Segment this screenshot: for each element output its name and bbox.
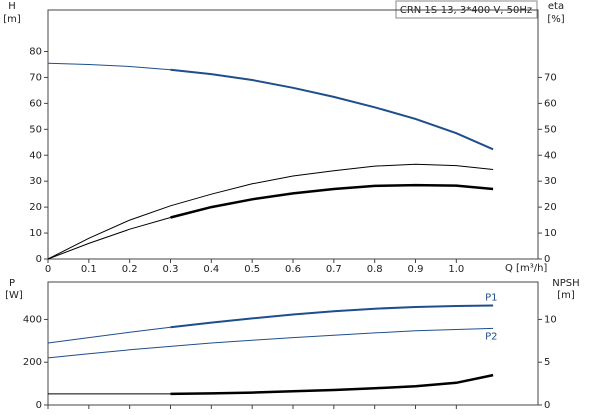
y-tick-label: 20 [29,202,42,213]
y-axis-unit: [W] [5,290,23,301]
curve [170,68,494,151]
y-tick-label: 40 [29,150,42,161]
y2-tick-label: 40 [544,150,557,161]
x-tick-label: 0.7 [326,264,342,275]
y2-axis-label: NPSH [552,278,579,289]
x-tick-label: 1.0 [448,264,464,275]
y-tick-label: 0 [36,254,42,265]
curve-label: P2 [485,331,497,342]
plot-frame [47,9,539,260]
curve [170,183,494,219]
plot-frame [47,281,539,406]
curve [47,327,494,359]
x-tick-label: 0.4 [203,264,219,275]
y-tick-label: 30 [29,176,42,187]
y2-axis-unit: [%] [547,14,564,25]
y-tick-label: 70 [29,72,42,83]
x-tick-label: 0.5 [244,264,260,275]
y2-axis-label: eta [548,1,564,12]
curve [170,373,494,396]
x-axis-label: Q [m³/h] [505,263,547,274]
y2-tick-label: 60 [544,98,557,109]
curve [170,304,494,329]
y2-tick-label: 20 [544,202,557,213]
curve-label: P1 [485,293,497,304]
y-tick-label: 80 [29,47,42,58]
y-tick-label: 10 [29,228,42,239]
y-tick-label: 400 [23,314,42,325]
y-axis-label: H [8,1,16,12]
x-tick-label: 0.1 [81,264,97,275]
curve [47,62,171,71]
y2-tick-label: 10 [544,228,557,239]
y2-tick-label: 50 [544,124,557,135]
x-tick-label: 0.3 [163,264,179,275]
y2-tick-label: 30 [544,176,557,187]
y-tick-label: 200 [23,357,42,368]
curve [47,217,171,260]
y2-axis-unit: [m] [557,290,575,301]
x-tick-label: 0.6 [285,264,301,275]
y2-tick-label: 70 [544,72,557,83]
y-tick-label: 60 [29,98,42,109]
y-tick-label: 50 [29,124,42,135]
y2-tick-label: 10 [544,314,557,325]
y-tick-label: 0 [36,400,42,411]
y2-tick-label: 5 [544,357,550,368]
y2-tick-label: 0 [544,400,550,411]
curve [47,326,171,344]
x-tick-label: 0.2 [122,264,138,275]
curve [47,163,494,260]
y2-tick-label: 0 [544,254,550,265]
y-axis-unit: [m] [3,14,21,25]
x-tick-label: 0.9 [408,264,424,275]
x-tick-label: 0.8 [367,264,383,275]
x-tick-label: 0 [45,264,51,275]
y-axis-label: P [9,278,15,289]
